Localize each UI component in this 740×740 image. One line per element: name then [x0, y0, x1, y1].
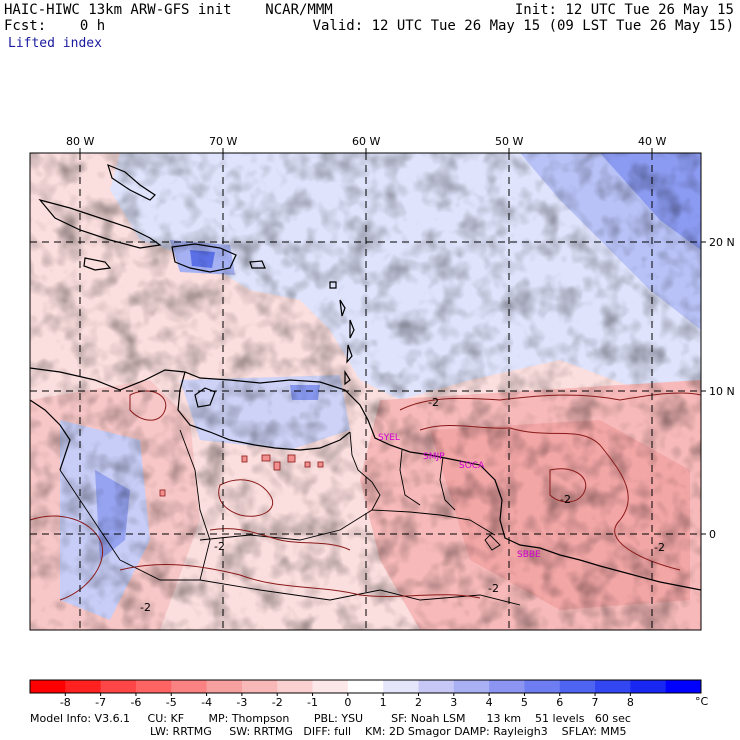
lon-label-40w: 40 W	[638, 135, 666, 148]
colorbar-swatch	[559, 680, 596, 693]
colorbar-swatch	[630, 680, 667, 693]
lat-label-20n: 20 N	[709, 236, 735, 249]
contour-label: -2	[214, 540, 225, 553]
lon-label-60w: 60 W	[352, 135, 380, 148]
colorbar-tick-label: -6	[130, 696, 141, 709]
colorbar-tick-label: -8	[60, 696, 71, 709]
map-ticks	[79, 148, 706, 535]
colorbar-tick-label: -5	[166, 696, 177, 709]
contour-label: -2	[428, 396, 439, 409]
contour-label: -2	[560, 493, 571, 506]
lifted-index-contours	[30, 390, 701, 601]
init-time: Init: 12 UTC Tue 26 May 15	[514, 2, 734, 18]
colorbar-tick-label: -2	[272, 696, 283, 709]
colorbar-swatch	[135, 680, 172, 693]
country-borders	[59, 429, 521, 606]
colorbar: -8 -7 -6 -5 -4 -3 -2 -1 0 1 2 3 4 5 6 7 8	[29, 679, 702, 709]
colorbar-tick-label: -7	[95, 696, 106, 709]
colorbar-tick-label: -3	[236, 696, 247, 709]
contour-label: -2	[488, 582, 499, 595]
station-label-sbbe: SBBE	[517, 550, 541, 560]
station-label-smjp: SMJP	[423, 452, 445, 462]
colorbar-swatch	[100, 680, 137, 693]
lat-lon-grid	[30, 153, 701, 630]
colorbar-tick-label: 7	[592, 696, 599, 709]
colorbar-tick-label: 6	[556, 696, 563, 709]
station-label-soca: SOCA	[459, 461, 485, 471]
colorbar-swatch	[418, 680, 455, 693]
colorbar-swatch	[65, 680, 102, 693]
colorbar-swatch	[665, 680, 702, 693]
footer-physics-info: LW: RRTMG SW: RRTMG DIFF: full KM: 2D Sm…	[150, 725, 627, 738]
colorbar-tick-label: 3	[450, 696, 457, 709]
colorbar-swatch	[595, 680, 631, 693]
colorbar-swatch	[312, 680, 349, 693]
colorbar-tick-label: 1	[380, 696, 387, 709]
convective-cells	[159, 454, 324, 497]
footer-model-info: Model Info: V3.6.1 CU: KF MP: Thompson P…	[30, 712, 631, 725]
valid-time: Valid: 12 UTC Tue 26 May 15 (09 LST Tue …	[312, 18, 734, 34]
colorbar-swatch	[277, 680, 314, 693]
colorbar-swatch	[524, 680, 561, 693]
colorbar-frame	[29, 679, 702, 694]
colorbar-swatch	[171, 680, 208, 693]
colorbar-swatch	[453, 680, 490, 693]
field-name: Lifted index	[8, 36, 102, 51]
lat-label-10n: 10 N	[709, 385, 735, 398]
colorbar-tick-label: 4	[486, 696, 493, 709]
colorbar-swatch	[489, 680, 525, 693]
colorbar-tick-label: 0	[344, 696, 351, 709]
colorbar-swatch	[347, 680, 384, 693]
lon-label-70w: 70 W	[209, 135, 237, 148]
contour-label: -2	[654, 541, 665, 554]
colorbar-tick-label: 8	[627, 696, 634, 709]
coastlines	[30, 163, 701, 591]
colorbar-tick-label: -4	[201, 696, 212, 709]
colorbar-tick-label: 5	[521, 696, 528, 709]
colorbar-swatch	[383, 680, 419, 693]
station-label-syel: SYEL	[378, 433, 400, 443]
colorbar-tick-label: 2	[415, 696, 422, 709]
colorbar-swatch	[206, 680, 243, 693]
contour-label: -2	[140, 601, 151, 614]
lat-label-0: 0	[709, 528, 716, 541]
lon-label-80w: 80 W	[66, 135, 94, 148]
model-title: HAIC-HIWC 13km ARW-GFS init NCAR/MMM	[4, 2, 333, 18]
lon-label-50w: 50 W	[495, 135, 523, 148]
colorbar-tick-label: -1	[307, 696, 318, 709]
colorbar-swatch	[241, 680, 278, 693]
colorbar-unit: °C	[695, 695, 709, 708]
forecast-hour: Fcst: 0 h	[4, 18, 106, 34]
colorbar-swatch	[30, 680, 66, 693]
